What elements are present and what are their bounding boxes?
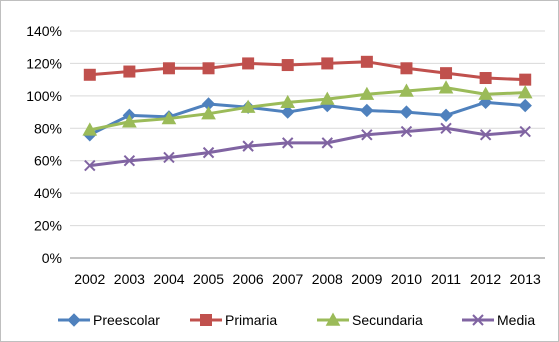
data-point-secundaria bbox=[438, 80, 454, 94]
legend-marker-secundaria bbox=[325, 312, 341, 326]
data-point-media bbox=[519, 125, 531, 138]
data-point-primaria bbox=[123, 65, 136, 78]
x-tick-label: 2004 bbox=[153, 271, 184, 287]
data-point-primaria bbox=[281, 59, 294, 72]
data-point-secundaria bbox=[201, 106, 216, 120]
y-tick-label: 120% bbox=[26, 55, 62, 71]
data-point-preescolar bbox=[399, 105, 414, 119]
data-point-media bbox=[242, 140, 254, 152]
legend-marker-media bbox=[472, 314, 484, 326]
series-line-secundaria bbox=[89, 86, 526, 132]
y-tick-label: 20% bbox=[34, 218, 62, 234]
x-tick-label: 2007 bbox=[272, 271, 303, 287]
legend-label-media: Media bbox=[497, 312, 535, 328]
y-tick-label: 60% bbox=[34, 153, 62, 169]
data-point-primaria bbox=[519, 73, 532, 86]
x-tick-label: 2012 bbox=[470, 271, 501, 287]
series-line-primaria bbox=[89, 60, 526, 82]
data-point-primaria bbox=[400, 62, 413, 75]
x-tick-label: 2002 bbox=[74, 271, 105, 287]
data-point-secundaria bbox=[82, 122, 98, 136]
data-point-secundaria bbox=[240, 99, 256, 113]
y-tick-label: 0% bbox=[42, 250, 62, 266]
y-tick-label: 80% bbox=[34, 120, 62, 136]
legend-label-preescolar: Preescolar bbox=[93, 312, 160, 328]
data-point-primaria bbox=[321, 57, 334, 70]
data-point-secundaria bbox=[359, 86, 375, 100]
data-point-secundaria bbox=[399, 83, 414, 97]
data-point-secundaria bbox=[161, 111, 177, 125]
data-point-preescolar bbox=[518, 98, 532, 113]
x-tick-label: 2005 bbox=[193, 271, 224, 287]
legend-marker-primaria bbox=[200, 314, 212, 326]
x-tick-label: 2003 bbox=[114, 271, 145, 287]
y-tick-label: 40% bbox=[34, 185, 62, 201]
data-point-preescolar bbox=[360, 103, 374, 118]
series-line-preescolar bbox=[89, 100, 526, 137]
data-point-secundaria bbox=[280, 94, 296, 109]
x-tick-label: 2013 bbox=[510, 271, 541, 287]
data-point-media bbox=[361, 129, 373, 141]
data-point-primaria bbox=[242, 57, 255, 70]
x-tick-label: 2009 bbox=[351, 271, 382, 287]
legend-label-secundaria: Secundaria bbox=[352, 312, 423, 328]
y-tick-label: 140% bbox=[26, 23, 62, 39]
data-point-preescolar bbox=[281, 105, 295, 119]
data-point-media bbox=[282, 137, 294, 149]
data-point-media bbox=[440, 122, 452, 134]
data-point-primaria bbox=[202, 62, 215, 75]
x-tick-label: 2011 bbox=[431, 271, 461, 287]
data-point-primaria bbox=[440, 67, 453, 80]
data-point-media bbox=[202, 146, 215, 159]
data-point-media bbox=[84, 159, 96, 172]
data-point-media bbox=[321, 137, 333, 149]
legend-marker-preescolar bbox=[67, 313, 81, 327]
data-point-media bbox=[400, 125, 413, 138]
data-point-media bbox=[479, 129, 492, 141]
data-point-secundaria bbox=[478, 86, 493, 100]
data-point-primaria bbox=[162, 62, 175, 75]
y-tick-label: 100% bbox=[26, 88, 62, 104]
data-point-primaria bbox=[360, 55, 373, 68]
data-point-media bbox=[163, 151, 175, 164]
x-tick-label: 2008 bbox=[312, 271, 343, 287]
data-point-secundaria bbox=[319, 91, 335, 105]
data-point-secundaria bbox=[122, 114, 137, 128]
x-tick-label: 2010 bbox=[391, 271, 422, 287]
x-tick-label: 2006 bbox=[233, 271, 264, 287]
data-point-primaria bbox=[479, 72, 492, 85]
data-point-preescolar bbox=[439, 108, 453, 123]
data-point-secundaria bbox=[517, 85, 533, 99]
series-line-media bbox=[89, 126, 526, 168]
data-point-primaria bbox=[83, 68, 96, 81]
data-point-media bbox=[123, 155, 136, 167]
legend-label-primaria: Primaria bbox=[225, 312, 277, 328]
